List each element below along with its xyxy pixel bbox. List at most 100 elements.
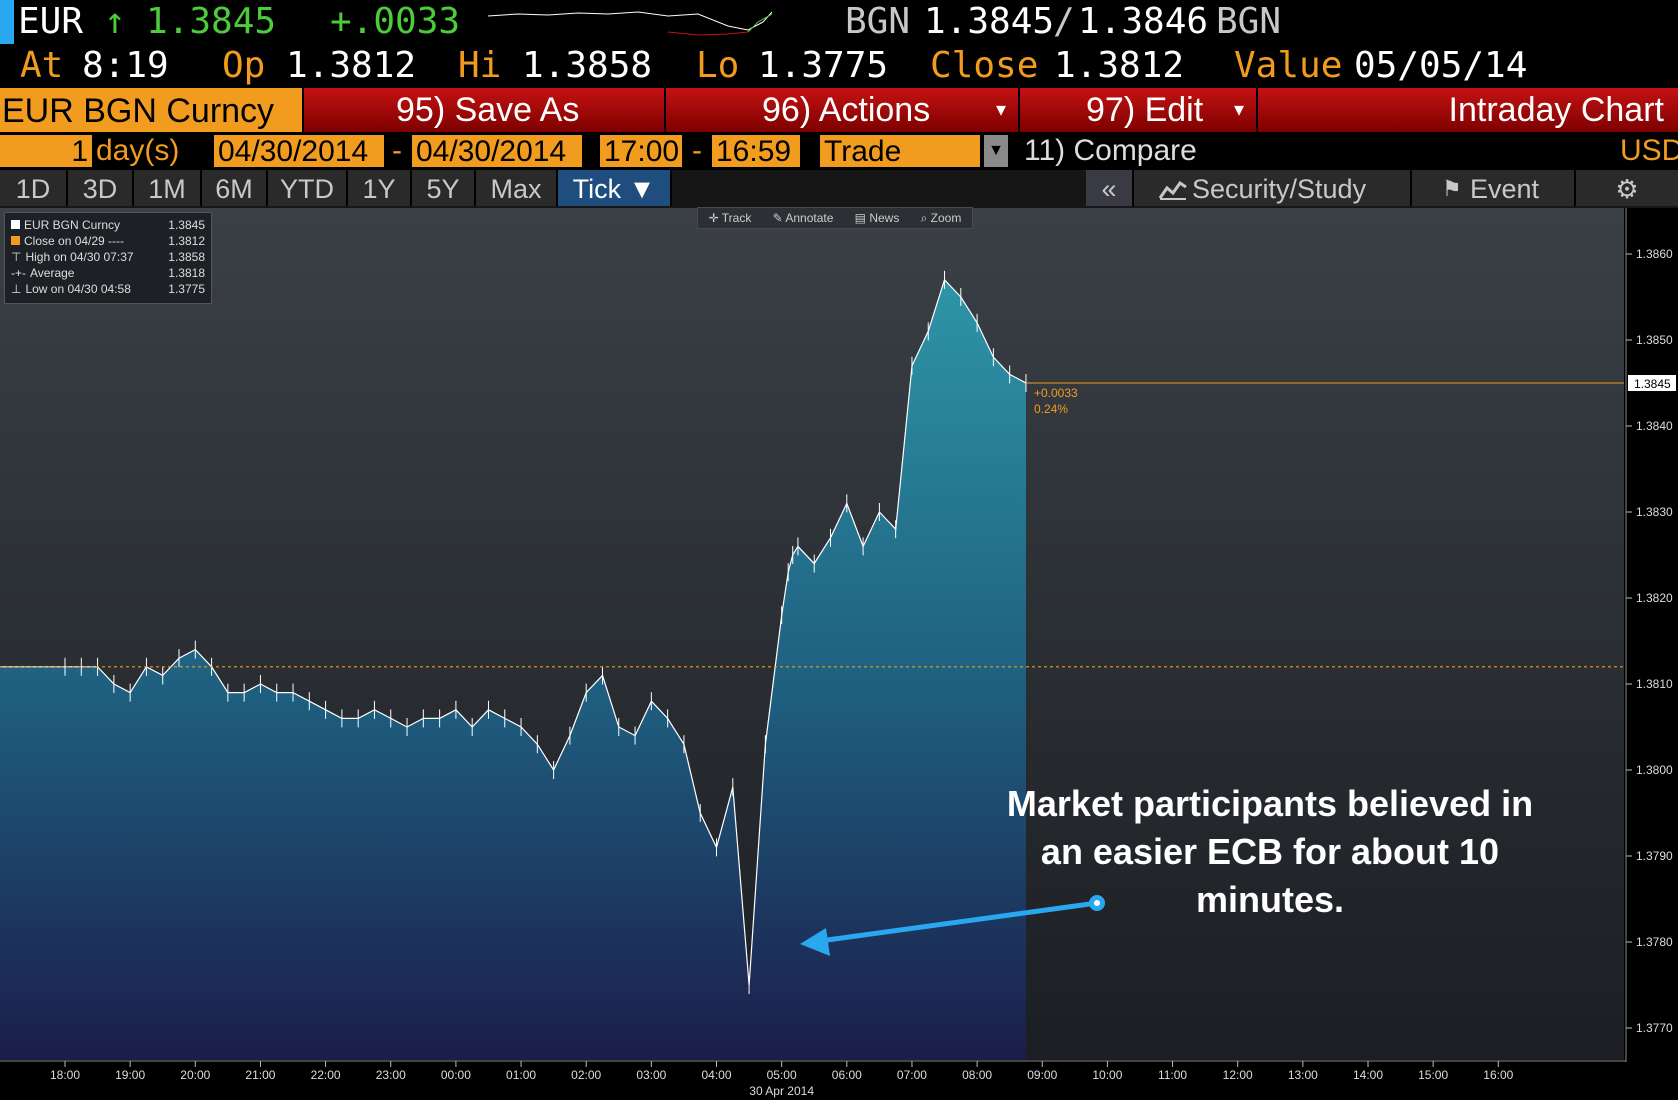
open-label: Op bbox=[222, 45, 266, 86]
action-toolbar: EUR BGN Curncy 95) Save As 96) Actions ▾… bbox=[0, 88, 1678, 132]
event-type-select[interactable]: Trade bbox=[820, 135, 980, 168]
legend-row-low: ⊥ Low on 04/30 04:58 1.3775 bbox=[11, 281, 205, 297]
bid-price: 1.3845 bbox=[924, 1, 1055, 42]
up-arrow-icon: ↑ bbox=[104, 1, 126, 42]
at-label: At bbox=[20, 45, 64, 86]
legend-row-security: EUR BGN Curncy 1.3845 bbox=[11, 217, 205, 233]
legend-row-close: Close on 04/29 ---- 1.3812 bbox=[11, 233, 205, 249]
change-label: +0.0033 bbox=[1034, 386, 1078, 400]
news-label: News bbox=[869, 211, 900, 225]
stats-header: At 8:19 Op 1.3812 Hi 1.3858 Lo 1.3775 Cl… bbox=[0, 44, 1678, 88]
period-tick-button[interactable]: Tick ▼ bbox=[558, 170, 672, 206]
actions-label: 96) Actions bbox=[762, 91, 931, 129]
y-tick-label: 1.3840 bbox=[1636, 419, 1673, 433]
y-tick-label: 1.3820 bbox=[1636, 591, 1673, 605]
period-6m-button[interactable]: 6M bbox=[202, 170, 268, 206]
ask-price: 1.3846 bbox=[1078, 1, 1209, 42]
legend-label: Average bbox=[30, 266, 75, 280]
end-time-field[interactable]: 16:59 bbox=[712, 135, 800, 168]
event-type-dropdown-icon[interactable]: ▼ bbox=[984, 135, 1008, 167]
x-tick-label: 07:00 bbox=[897, 1068, 927, 1082]
price-area-fill bbox=[0, 279, 1026, 1060]
study-chart-icon bbox=[1158, 180, 1187, 200]
ask-source: BGN bbox=[1216, 1, 1282, 42]
last-price-tag-label: 1.3845 bbox=[1634, 377, 1671, 391]
chart-title-bar: Intraday Chart bbox=[1258, 88, 1678, 132]
actions-dropdown-icon: ▾ bbox=[995, 99, 1006, 121]
close-label: Close bbox=[930, 45, 1039, 86]
last-price: 1.3845 bbox=[146, 1, 277, 42]
y-tick-label: 1.3850 bbox=[1636, 333, 1673, 347]
settings-gear-icon[interactable]: ⚙ bbox=[1576, 170, 1678, 206]
x-tick-label: 14:00 bbox=[1353, 1068, 1383, 1082]
legend-label: Low on 04/30 04:58 bbox=[25, 282, 131, 296]
period-5y-button[interactable]: 5Y bbox=[412, 170, 476, 206]
sparkline bbox=[488, 11, 772, 36]
x-tick-label: 05:00 bbox=[767, 1068, 797, 1082]
legend-value: 1.3775 bbox=[168, 282, 205, 296]
pencil-icon: ✎ bbox=[772, 211, 786, 225]
period-ytd-button[interactable]: YTD bbox=[268, 170, 348, 206]
days-count-field[interactable]: 1 bbox=[0, 135, 92, 168]
period-max-button[interactable]: Max bbox=[476, 170, 558, 206]
close-value: 1.3812 bbox=[1054, 45, 1185, 86]
x-tick-label: 10:00 bbox=[1092, 1068, 1122, 1082]
x-axis: 18:00 19:00 20:00 21:00 22:00 23:00 00:00 01:00… bbox=[50, 1061, 1514, 1098]
x-tick-label: 23:00 bbox=[376, 1068, 406, 1082]
at-value: 8:19 bbox=[82, 45, 169, 86]
ticker-field[interactable]: EUR BGN Curncy bbox=[0, 88, 302, 132]
y-tick-label: 1.3830 bbox=[1636, 505, 1673, 519]
y-tick-label: 1.3770 bbox=[1636, 1021, 1673, 1035]
time-dash: - bbox=[692, 134, 702, 167]
period-1d-button[interactable]: 1D bbox=[0, 170, 68, 206]
x-tick-label: 22:00 bbox=[311, 1068, 341, 1082]
white-square-icon bbox=[11, 220, 20, 229]
quote-header: EUR ↑ 1.3845 +.0033 BGN 1.3845 / 1.3846 … bbox=[0, 0, 1678, 44]
edit-button[interactable]: 97) Edit ▾ bbox=[1020, 88, 1258, 132]
x-tick-label: 18:00 bbox=[50, 1068, 80, 1082]
start-time-field[interactable]: 17:00 bbox=[600, 135, 682, 168]
track-label: Track bbox=[721, 211, 752, 225]
x-tick-label: 20:00 bbox=[180, 1068, 210, 1082]
legend-row-high: ⊤ High on 04/30 07:37 1.3858 bbox=[11, 249, 205, 265]
track-tool[interactable]: ✛ Track bbox=[709, 208, 752, 228]
period-1y-button[interactable]: 1Y bbox=[348, 170, 412, 206]
magnifier-icon: ⌕ bbox=[920, 211, 931, 225]
actions-button[interactable]: 96) Actions ▾ bbox=[666, 88, 1020, 132]
security-study-button[interactable]: Security/Study bbox=[1134, 170, 1412, 206]
x-tick-label: 01:00 bbox=[506, 1068, 536, 1082]
currency-label: USD bbox=[1620, 134, 1678, 167]
event-button[interactable]: ⚑ Event bbox=[1412, 170, 1576, 206]
news-icon: ▤ bbox=[854, 211, 870, 225]
legend-label: EUR BGN Curncy bbox=[24, 218, 121, 232]
period-1m-button[interactable]: 1M bbox=[134, 170, 202, 206]
annotate-tool[interactable]: ✎ Annotate bbox=[773, 208, 834, 228]
low-marker-icon: ⊥ bbox=[11, 282, 22, 296]
high-value: 1.3858 bbox=[522, 45, 653, 86]
annotation-arrow bbox=[800, 895, 1105, 956]
legend-label: Close on 04/29 ---- bbox=[24, 234, 125, 248]
last-price-tag bbox=[1628, 375, 1676, 391]
news-tool[interactable]: ▤ News bbox=[855, 208, 900, 228]
x-tick-label: 11:00 bbox=[1158, 1068, 1187, 1082]
save-as-button[interactable]: 95) Save As bbox=[304, 88, 666, 132]
orange-square-icon bbox=[11, 236, 20, 245]
high-marker-icon: ⊤ bbox=[11, 250, 22, 264]
edit-dropdown-icon: ▾ bbox=[1233, 99, 1244, 121]
price-area bbox=[0, 279, 1026, 1060]
legend-value: 1.3812 bbox=[168, 234, 205, 248]
chart-tools-bar: ✛ Track ✎ Annotate ▤ News ⌕ Zoom bbox=[697, 207, 973, 229]
save-as-label: 95) Save As bbox=[396, 91, 580, 129]
start-date-field[interactable]: 04/30/2014 bbox=[214, 135, 384, 168]
collapse-button[interactable]: « bbox=[1086, 170, 1134, 206]
zoom-tool[interactable]: ⌕ Zoom bbox=[921, 208, 962, 228]
x-tick-label: 06:00 bbox=[832, 1068, 862, 1082]
y-tick-label: 1.3860 bbox=[1636, 247, 1673, 261]
security-marker bbox=[0, 0, 14, 44]
end-date-field[interactable]: 04/30/2014 bbox=[412, 135, 582, 168]
price-change: +.0033 bbox=[330, 1, 461, 42]
compare-button[interactable]: 11) Compare bbox=[1024, 134, 1197, 167]
chart-title: Intraday Chart bbox=[1448, 91, 1664, 129]
period-3d-button[interactable]: 3D bbox=[68, 170, 134, 206]
